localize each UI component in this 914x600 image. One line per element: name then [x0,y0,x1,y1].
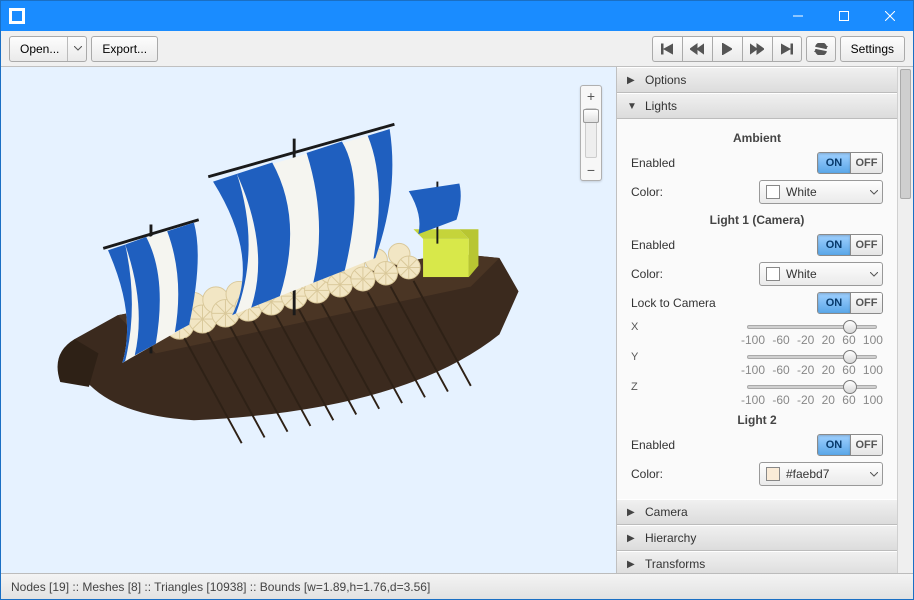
skip-start-button[interactable] [652,36,682,62]
light1-z-row: Z -100-60-202060100 [617,377,897,407]
color-swatch [766,467,780,481]
collapse-icon: ▶ [627,559,637,570]
play-button[interactable] [712,36,742,62]
statusbar: Nodes [19] :: Meshes [8] :: Triangles [1… [1,573,913,599]
light2-enabled-toggle[interactable]: ON OFF [817,434,883,456]
section-camera[interactable]: ▶ Camera [617,499,913,525]
ambient-title: Ambient [617,125,897,149]
section-label: Lights [645,99,677,113]
light1-enabled-toggle[interactable]: ON OFF [817,234,883,256]
toolbar: Open... Export... Settings [1,31,913,67]
chevron-down-icon [870,267,878,281]
zoom-in-button[interactable]: + [581,86,601,106]
light1-enabled-label: Enabled [631,238,753,252]
zoom-slider[interactable] [585,108,597,158]
light2-color-label: Color: [631,467,753,481]
axis-y-label: Y [631,349,651,363]
zoom-out-button[interactable]: − [581,160,601,180]
chevron-down-icon [870,467,878,481]
light1-y-slider[interactable]: -100-60-202060100 [741,349,883,377]
light1-lock-label: Lock to Camera [631,296,753,310]
forward-button[interactable] [742,36,772,62]
toggle-on[interactable]: ON [818,235,850,255]
color-swatch [766,185,780,199]
section-label: Transforms [645,557,705,571]
side-panel: ▶ Options ▼ Lights Ambient Enabled ON OF… [617,67,913,573]
main-area: + − ▶ Options ▼ Lights Ambient E [1,67,913,573]
light1-z-slider[interactable]: -100-60-202060100 [741,379,883,407]
color-name: White [786,185,864,199]
color-swatch [766,267,780,281]
toggle-off[interactable]: OFF [850,293,882,313]
panel-scrollbar[interactable] [897,67,913,573]
section-lights[interactable]: ▼ Lights [617,93,913,119]
titlebar [1,1,913,31]
light1-lock-toggle[interactable]: ON OFF [817,292,883,314]
section-options[interactable]: ▶ Options [617,67,913,93]
slider-ticks: -100-60-202060100 [741,359,883,377]
slider-ticks: -100-60-202060100 [741,389,883,407]
skip-end-button[interactable] [772,36,802,62]
collapse-icon: ▶ [627,533,637,544]
section-label: Hierarchy [645,531,696,545]
toggle-on[interactable]: ON [818,293,850,313]
status-text: Nodes [19] :: Meshes [8] :: Triangles [1… [11,580,430,594]
axis-z-label: Z [631,379,651,393]
lights-body: Ambient Enabled ON OFF Color: White [617,119,913,499]
app-icon [9,8,25,24]
light1-x-slider[interactable]: -100-60-202060100 [741,319,883,347]
export-label: Export... [102,42,147,56]
section-label: Options [645,73,686,87]
playback-controls [652,36,802,62]
ambient-color-dropdown[interactable]: White [759,180,883,204]
app-window: Open... Export... Settings [0,0,914,600]
open-button[interactable]: Open... [9,36,87,62]
light1-color-dropdown[interactable]: White [759,262,883,286]
toggle-off[interactable]: OFF [850,153,882,173]
color-name: #faebd7 [786,467,864,481]
collapse-icon: ▶ [627,75,637,86]
slider-ticks: -100-60-202060100 [741,329,883,347]
axis-x-label: X [631,319,651,333]
toggle-on[interactable]: ON [818,435,850,455]
zoom-control: + − [580,85,602,181]
light1-title: Light 1 (Camera) [617,207,897,231]
collapse-icon: ▶ [627,507,637,518]
light2-enabled-label: Enabled [631,438,753,452]
light2-color-dropdown[interactable]: #faebd7 [759,462,883,486]
chevron-down-icon [870,185,878,199]
ambient-color-label: Color: [631,185,753,199]
toggle-on[interactable]: ON [818,153,850,173]
scene-render [1,67,616,573]
export-button[interactable]: Export... [91,36,158,62]
color-name: White [786,267,864,281]
section-label: Camera [645,505,688,519]
expand-icon: ▼ [627,101,637,112]
open-dropdown-icon[interactable] [67,37,82,61]
minimize-button[interactable] [775,1,821,31]
light1-x-row: X -100-60-202060100 [617,317,897,347]
toggle-off[interactable]: OFF [850,235,882,255]
rewind-button[interactable] [682,36,712,62]
ambient-enabled-label: Enabled [631,156,753,170]
viewport[interactable]: + − [1,67,617,573]
light1-color-label: Color: [631,267,753,281]
light1-y-row: Y -100-60-202060100 [617,347,897,377]
close-button[interactable] [867,1,913,31]
maximize-button[interactable] [821,1,867,31]
section-transforms[interactable]: ▶ Transforms [617,551,913,573]
open-label: Open... [20,42,59,56]
settings-button[interactable]: Settings [840,36,905,62]
settings-label: Settings [851,42,894,56]
toggle-off[interactable]: OFF [850,435,882,455]
ambient-enabled-toggle[interactable]: ON OFF [817,152,883,174]
loop-button[interactable] [806,36,836,62]
light2-title: Light 2 [617,407,897,431]
section-hierarchy[interactable]: ▶ Hierarchy [617,525,913,551]
